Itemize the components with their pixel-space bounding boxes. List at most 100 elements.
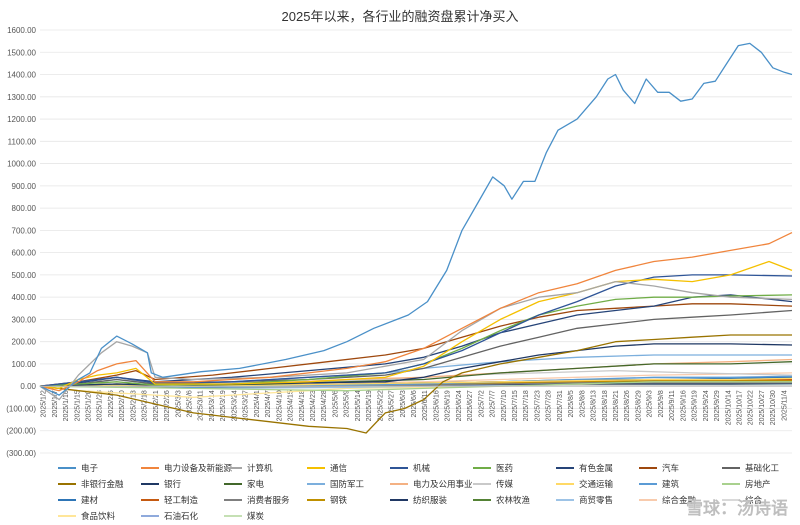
x-tick-label: 2025/3/6: [187, 390, 194, 417]
y-tick-label: 500.00: [12, 271, 37, 280]
legend-item: 钢铁: [307, 492, 347, 507]
legend-swatch: [390, 466, 408, 469]
y-tick-label: 700.00: [12, 226, 37, 235]
legend-item: 医药: [473, 460, 513, 475]
legend-label: 基础化工: [745, 462, 780, 473]
legend-label: 计算机: [247, 462, 273, 473]
y-tick-label: 100.00: [12, 360, 37, 369]
legend-swatch: [224, 498, 242, 501]
legend-swatch: [473, 482, 491, 485]
legend-label: 消费者服务: [247, 494, 290, 505]
legend-swatch: [639, 466, 657, 469]
y-axis-ticks: 1600.00 1500.00 1400.00 1300.00 1200.00 1100.…: [6, 26, 36, 458]
y-tick-label: 1400.00: [7, 71, 36, 80]
legend-label: 建材: [81, 494, 99, 505]
x-tick-label: 2025/8/18: [602, 390, 609, 421]
legend-swatch: [58, 482, 76, 485]
x-tick-label: 2025/7/15: [512, 390, 519, 421]
legend-item: 通信: [307, 460, 347, 475]
x-tick-label: 2025/6/27: [467, 390, 474, 421]
x-tick-label: 2025/4/10: [276, 390, 283, 421]
y-tick-label: 1500.00: [7, 48, 36, 57]
x-tick-label: 2025/5/22: [377, 390, 384, 421]
x-tick-label: 2025/7/7: [490, 390, 497, 417]
x-tick-label: 2025/7/2: [478, 390, 485, 417]
legend-label: 传媒: [496, 478, 514, 489]
legend-swatch: [473, 498, 491, 501]
legend-item: 轻工制造: [141, 492, 198, 507]
legend-label: 医药: [496, 462, 514, 473]
x-tick-label: 2025/8/8: [579, 390, 586, 417]
legend-item: 石油石化: [141, 508, 198, 523]
legend-label: 轻工制造: [164, 494, 199, 505]
legend-swatch: [58, 466, 76, 469]
x-tick-label: 2025/6/16: [433, 390, 440, 421]
legend: 电子 电力设备及新能源 计算机 通信 机械 医药 有色金属 汽车 基础化工 非银行金融 银行 家电 国防…: [58, 460, 798, 522]
legend-label: 综合金融: [662, 494, 697, 505]
x-tick-label: 2025/1/2: [41, 390, 48, 417]
x-tick-label: 2025/10/22: [748, 390, 755, 425]
legend-label: 银行: [164, 478, 182, 489]
x-tick-label: 2025/6/24: [456, 390, 463, 421]
x-tick-label: 2025/8/26: [624, 390, 631, 421]
series-line-医药: [39, 294, 793, 387]
grid-lines: [40, 29, 792, 454]
legend-label: 石油石化: [164, 510, 199, 521]
x-tick-label: 2025/2/26: [164, 390, 171, 421]
x-tick-label: 2025/6/19: [445, 390, 452, 421]
legend-label: 通信: [330, 462, 348, 473]
legend-item: 纺织服装: [390, 492, 447, 507]
y-tick-label: (100.00): [6, 404, 36, 413]
x-tick-label: 2025/9/24: [703, 390, 710, 421]
legend-swatch: [390, 482, 408, 485]
legend-label: 纺织服装: [413, 494, 448, 505]
legend-swatch: [556, 466, 574, 469]
y-tick-label: (200.00): [6, 427, 36, 436]
x-tick-label: 2025/2/10: [119, 390, 126, 421]
x-tick-label: 2025/5/19: [366, 390, 373, 421]
legend-item: 农林牧渔: [473, 492, 530, 507]
x-tick-label: 2025/1/15: [74, 390, 81, 421]
legend-swatch: [722, 482, 740, 485]
legend-label: 电力及公用事业: [413, 478, 473, 489]
x-tick-label: 2025/4/7: [265, 390, 272, 417]
legend-item: 商贸零售: [556, 492, 613, 507]
series-line-有色金属: [39, 294, 793, 387]
x-tick-label: 2025/4/28: [321, 390, 328, 421]
y-tick-label: 1200.00: [7, 115, 36, 124]
x-tick-label: 2025/7/28: [546, 390, 553, 421]
x-tick-label: 2025/5/6: [332, 390, 339, 417]
y-tick-label: 1600.00: [7, 26, 36, 35]
legend-swatch: [224, 514, 242, 517]
legend-swatch: [639, 482, 657, 485]
watermark: 雪球：汤诗语: [686, 499, 788, 518]
series-line-房地产: [39, 381, 792, 392]
y-tick-label: 600.00: [12, 249, 37, 258]
y-tick-label: (300.00): [6, 449, 36, 458]
x-tick-label: 2025/3/24: [231, 390, 238, 421]
legend-item: 计算机: [224, 460, 273, 475]
x-axis-ticks: 2025/1/2 2025/1/7 2025/1/10 2025/1/15 2025/1…: [41, 390, 789, 425]
legend-label: 综合: [745, 494, 763, 505]
legend-label: 电力设备及新能源: [164, 462, 233, 473]
legend-item: 综合: [722, 492, 762, 507]
legend-label: 交通运输: [579, 478, 614, 489]
y-tick-label: 1300.00: [7, 93, 36, 102]
legend-item: 电力及公用事业: [390, 476, 473, 491]
legend-label: 有色金属: [579, 462, 614, 473]
x-tick-label: 2025/3/14: [209, 390, 216, 421]
y-tick-label: 900.00: [12, 182, 37, 191]
y-tick-label: 0.00: [20, 382, 36, 391]
legend-swatch: [224, 482, 242, 485]
x-tick-label: 2025/7/23: [534, 390, 541, 421]
x-tick-label: 2025/7/18: [523, 390, 530, 421]
x-tick-label: 2025/10/14: [725, 390, 732, 425]
legend-item: 煤炭: [224, 508, 264, 523]
x-tick-label: 2025/10/30: [770, 390, 777, 425]
legend-item: 家电: [224, 476, 264, 491]
legend-swatch: [141, 498, 159, 501]
x-tick-label: 2025/2/21: [153, 390, 160, 421]
y-tick-label: 1100.00: [8, 137, 37, 146]
legend-item: 汽车: [639, 460, 679, 475]
x-tick-label: 2025/4/18: [299, 390, 306, 421]
